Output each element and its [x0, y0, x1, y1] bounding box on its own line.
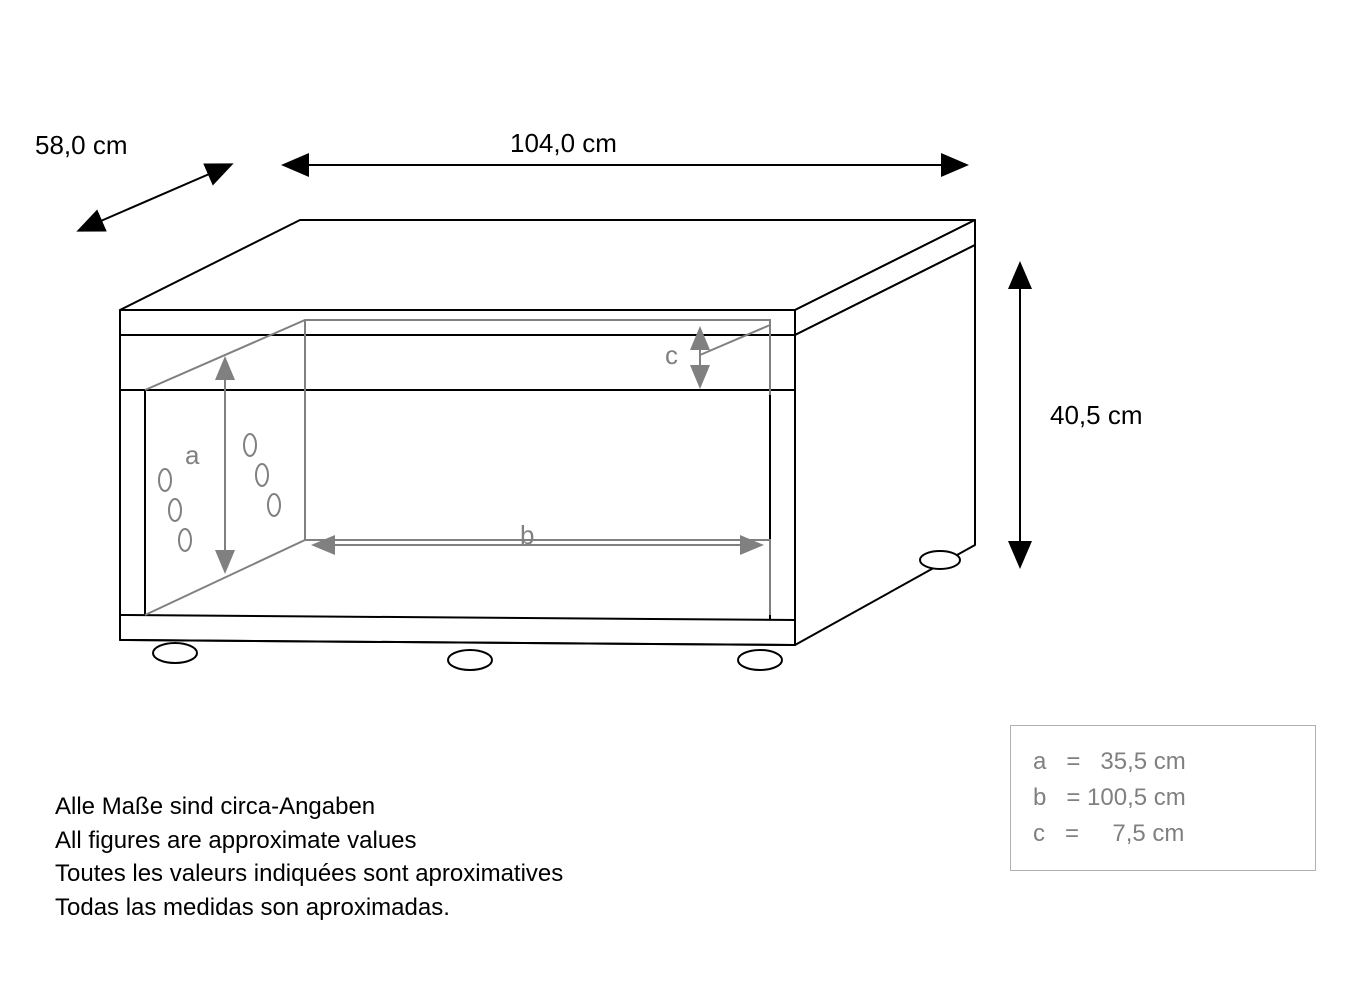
note-de: Alle Maße sind circa-Angaben	[55, 790, 563, 824]
inner-label-c: c	[665, 340, 678, 371]
dim-label-depth: 58,0 cm	[35, 130, 128, 161]
note-es: Todas las medidas son aproximadas.	[55, 891, 563, 925]
note-fr: Toutes les valeurs indiquées sont aproxi…	[55, 857, 563, 891]
inner-label-a: a	[185, 440, 199, 471]
legend-box: a = 35,5 cm b = 100,5 cm c = 7,5 cm	[1010, 725, 1316, 871]
furniture-body	[120, 220, 975, 645]
dim-label-width: 104,0 cm	[510, 128, 617, 159]
legend-a: a = 35,5 cm	[1033, 744, 1293, 780]
dim-label-height: 40,5 cm	[1050, 400, 1143, 431]
dim-arrow-depth	[80, 165, 230, 230]
legend-b: b = 100,5 cm	[1033, 780, 1293, 816]
notes-block: Alle Maße sind circa-Angaben All figures…	[55, 790, 563, 924]
inner-label-b: b	[520, 520, 534, 551]
legend-c: c = 7,5 cm	[1033, 816, 1293, 852]
note-en: All figures are approximate values	[55, 824, 563, 858]
